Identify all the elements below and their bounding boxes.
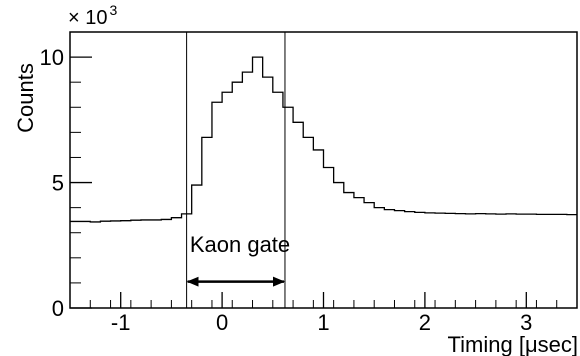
plot-frame [69,31,578,309]
multiplier-exponent: 3 [109,2,117,18]
y-axis-label: Counts [13,63,38,133]
x-tick-label: -1 [111,310,131,335]
x-tick-label: 0 [216,310,228,335]
histogram-series [70,56,577,223]
y-axis-ticks: 0 5 10 [40,31,92,321]
y-axis-multiplier: × 10 3 [68,2,117,29]
x-tick-label: 1 [317,310,329,335]
y-tick-label: 10 [40,45,64,70]
kaon-gate-label: Kaon gate [190,232,290,257]
annotation-layer [186,32,286,308]
x-axis-label: Timing [μsec] [448,332,578,356]
series-layer [70,56,577,223]
x-tick-label: 3 [520,310,532,335]
y-tick-label: 0 [52,296,64,321]
multiplier-base: × 10 [68,7,107,29]
y-tick-label: 5 [52,171,64,196]
x-axis-ticks: -1 0 1 2 3 [69,292,578,335]
x-tick-label: 2 [419,310,431,335]
